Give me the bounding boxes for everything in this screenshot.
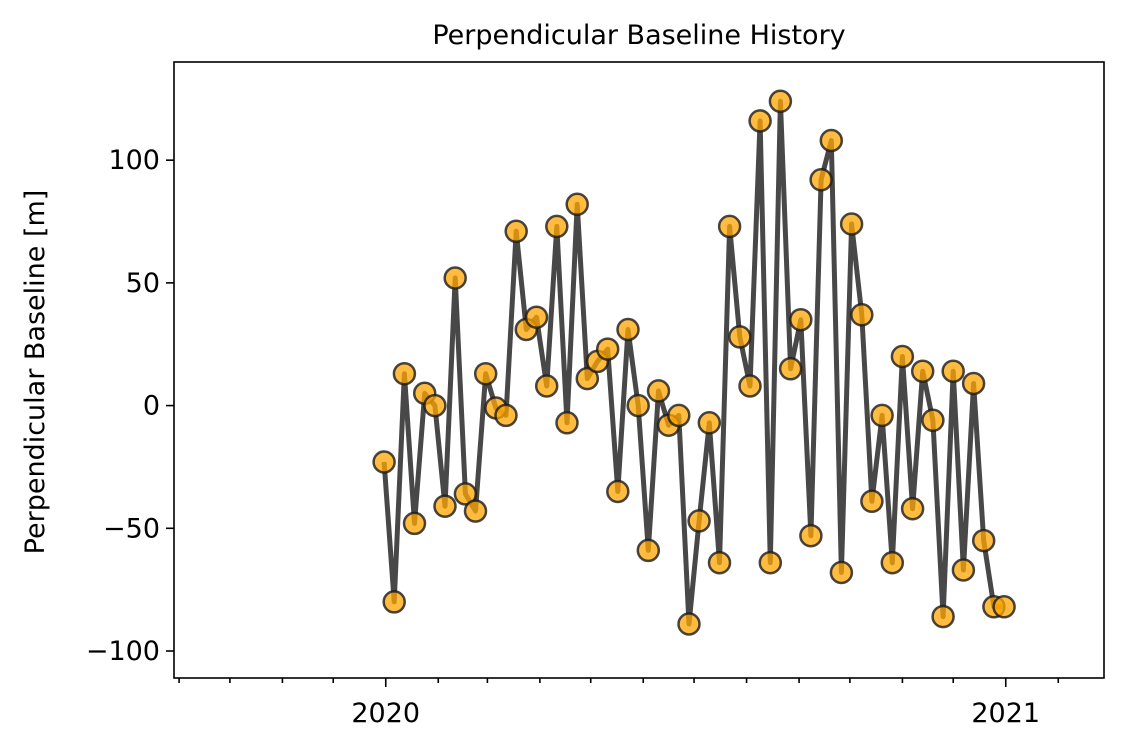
data-point xyxy=(870,403,894,428)
data-point xyxy=(545,214,569,239)
data-point xyxy=(453,482,478,506)
data-point xyxy=(941,359,965,383)
data-point xyxy=(789,307,813,332)
y-axis-label: Perpendicular Baseline [m] xyxy=(20,190,51,555)
y-tick-label: −100 xyxy=(86,636,160,667)
data-point xyxy=(626,393,650,418)
data-point xyxy=(534,374,559,398)
data-point xyxy=(758,550,783,575)
data-point xyxy=(636,538,661,563)
data-point xyxy=(961,371,986,396)
x-axis: 2020 2021 xyxy=(178,678,1060,729)
data-point xyxy=(910,359,935,383)
data-point xyxy=(931,604,955,629)
data-point xyxy=(494,403,518,428)
data-point xyxy=(839,212,864,236)
data-point xyxy=(748,109,772,133)
data-point xyxy=(402,511,427,536)
data-point xyxy=(890,344,915,369)
data-point xyxy=(392,361,417,386)
y-tick-label: 0 xyxy=(143,391,160,422)
data-point xyxy=(992,595,1016,619)
data-point xyxy=(900,496,925,521)
data-point xyxy=(768,89,793,114)
data-point xyxy=(667,403,691,428)
x-tick-label: 2021 xyxy=(971,698,1040,729)
data-point xyxy=(555,411,579,435)
y-tick-label: −50 xyxy=(103,513,160,544)
data-point xyxy=(880,550,905,575)
data-point xyxy=(595,337,620,361)
data-point xyxy=(382,590,406,614)
data-point xyxy=(575,366,600,391)
y-axis: −100 −50 0 50 100 xyxy=(86,145,174,667)
data-point xyxy=(443,266,467,290)
data-point xyxy=(677,612,701,636)
data-point xyxy=(921,408,945,433)
data-point xyxy=(687,509,711,533)
data-point xyxy=(809,168,833,192)
y-tick-label: 50 xyxy=(126,268,160,299)
chart-title: Perpendicular Baseline History xyxy=(432,20,845,51)
data-point xyxy=(646,379,671,403)
plot-frame xyxy=(173,61,1105,679)
data-point xyxy=(433,494,457,518)
data-point xyxy=(850,303,874,327)
data-point xyxy=(951,558,976,582)
data-point xyxy=(423,393,447,418)
data-point xyxy=(707,550,732,575)
data-point xyxy=(616,317,640,342)
data-point xyxy=(565,192,589,217)
data-point xyxy=(372,450,396,474)
data-point xyxy=(606,479,630,504)
plot-area xyxy=(372,89,1016,636)
data-point xyxy=(524,305,549,329)
data-point xyxy=(971,528,996,553)
data-point xyxy=(697,411,722,435)
data-point xyxy=(778,357,803,381)
data-point xyxy=(799,523,823,548)
data-point xyxy=(504,219,528,244)
data-point xyxy=(463,499,488,523)
data-point xyxy=(860,489,884,514)
data-point xyxy=(738,374,762,398)
data-point xyxy=(829,560,854,585)
data-point xyxy=(717,214,742,239)
data-point xyxy=(819,128,844,153)
data-point xyxy=(728,325,752,349)
x-tick-label: 2020 xyxy=(351,698,420,729)
y-tick-label: 100 xyxy=(108,145,160,176)
data-point xyxy=(473,361,498,386)
